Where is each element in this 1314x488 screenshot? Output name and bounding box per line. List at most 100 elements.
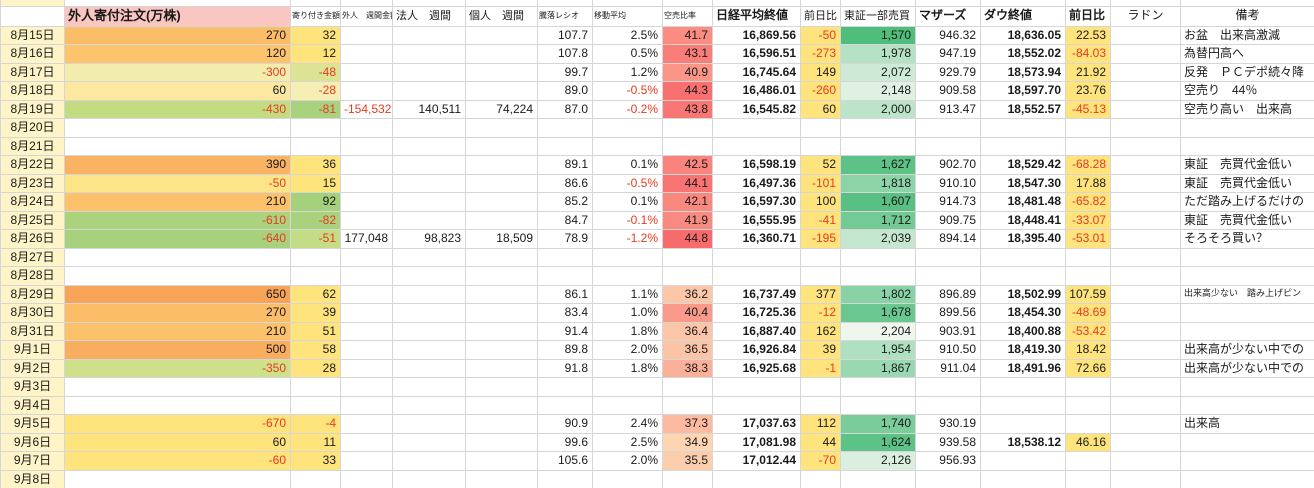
cell-note[interactable]	[1180, 136, 1314, 156]
cell-short[interactable]: 37.3	[662, 414, 713, 434]
col-header-foreign-orders[interactable]: 外人寄付注文(万株)	[64, 5, 291, 27]
cell-dow[interactable]	[980, 414, 1066, 434]
cell-e[interactable]	[392, 192, 466, 212]
cell-short[interactable]	[662, 266, 713, 286]
cell-radon[interactable]	[1110, 136, 1181, 156]
cell-c[interactable]: -81	[290, 99, 341, 119]
cell-nchg[interactable]: 377	[800, 284, 841, 304]
cell-b[interactable]	[64, 395, 291, 415]
cell-ratio[interactable]: 107.7	[537, 25, 593, 45]
cell-note[interactable]: そろそろ買い？	[1180, 229, 1314, 249]
cell-radon[interactable]	[1110, 358, 1181, 378]
cell-note[interactable]	[1180, 118, 1314, 138]
cell-b[interactable]	[64, 136, 291, 156]
cell-c[interactable]: 51	[290, 321, 341, 341]
cell-date[interactable]: 8月24日	[0, 192, 65, 212]
cell-mothers[interactable]: 914.73	[915, 192, 981, 212]
cell-dchg[interactable]: 22.53	[1065, 25, 1111, 45]
cell-d[interactable]	[340, 358, 393, 378]
cell-nikkei[interactable]	[712, 118, 801, 138]
cell-e[interactable]	[392, 44, 466, 64]
cell-tse[interactable]	[840, 118, 916, 138]
cell-ma[interactable]: 2.4%	[592, 414, 663, 434]
cell-c[interactable]: 39	[290, 303, 341, 323]
cell-f[interactable]	[465, 136, 538, 156]
cell-mothers[interactable]: 899.56	[915, 303, 981, 323]
cell-tse[interactable]	[840, 136, 916, 156]
cell-nikkei[interactable]: 16,725.36	[712, 303, 801, 323]
cell-radon[interactable]	[1110, 118, 1181, 138]
cell-c[interactable]: 33	[290, 451, 341, 471]
cell-ratio[interactable]: 91.8	[537, 358, 593, 378]
cell-date[interactable]: 8月30日	[0, 303, 65, 323]
cell-nchg[interactable]: -273	[800, 44, 841, 64]
cell-f[interactable]	[465, 469, 538, 488]
cell-mothers[interactable]: 946.32	[915, 25, 981, 45]
cell-ma[interactable]: -0.5%	[592, 81, 663, 101]
cell-dow[interactable]: 18,547.30	[980, 173, 1066, 193]
cell-f[interactable]	[465, 62, 538, 82]
cell-date[interactable]: 8月21日	[0, 136, 65, 156]
cell-b[interactable]: -50	[64, 173, 291, 193]
cell-nikkei[interactable]	[712, 136, 801, 156]
cell-date[interactable]: 9月3日	[0, 377, 65, 397]
cell-tse[interactable]	[840, 395, 916, 415]
cell-date[interactable]: 8月31日	[0, 321, 65, 341]
cell-b[interactable]	[64, 266, 291, 286]
cell-d[interactable]	[340, 173, 393, 193]
cell-tse[interactable]: 1,607	[840, 192, 916, 212]
cell-nchg[interactable]: 39	[800, 340, 841, 360]
cell-e[interactable]	[392, 321, 466, 341]
cell-nchg[interactable]: -41	[800, 210, 841, 230]
cell-note[interactable]	[1180, 377, 1314, 397]
cell-date[interactable]: 8月25日	[0, 210, 65, 230]
cell-b[interactable]: 60	[64, 81, 291, 101]
cell-tse[interactable]: 1,678	[840, 303, 916, 323]
cell-date[interactable]: 9月4日	[0, 395, 65, 415]
cell-nikkei[interactable]: 16,925.68	[712, 358, 801, 378]
cell-nchg[interactable]	[800, 469, 841, 488]
cell-date[interactable]: 8月16日	[0, 44, 65, 64]
cell-ma[interactable]: 0.1%	[592, 192, 663, 212]
cell-nchg[interactable]: 44	[800, 432, 841, 452]
cell-nchg[interactable]: 60	[800, 99, 841, 119]
cell-radon[interactable]	[1110, 81, 1181, 101]
cell-d[interactable]	[340, 395, 393, 415]
cell-dow[interactable]	[980, 266, 1066, 286]
cell-short[interactable]: 40.9	[662, 62, 713, 82]
cell-dow[interactable]: 18,448.41	[980, 210, 1066, 230]
cell-b[interactable]: 120	[64, 44, 291, 64]
cell-tse[interactable]: 2,204	[840, 321, 916, 341]
cell-b[interactable]: 650	[64, 284, 291, 304]
cell-radon[interactable]	[1110, 303, 1181, 323]
cell-tse[interactable]: 2,000	[840, 99, 916, 119]
cell-dow[interactable]: 18,529.42	[980, 155, 1066, 175]
cell-radon[interactable]	[1110, 395, 1181, 415]
cell-nikkei[interactable]: 16,745.64	[712, 62, 801, 82]
cell-short[interactable]	[662, 469, 713, 488]
cell-short[interactable]: 34.9	[662, 432, 713, 452]
cell-f[interactable]	[465, 192, 538, 212]
cell-dchg[interactable]: -68.28	[1065, 155, 1111, 175]
col-header-nikkei-change[interactable]: 前日比	[800, 5, 841, 27]
cell-ratio[interactable]	[537, 136, 593, 156]
cell-f[interactable]	[465, 358, 538, 378]
cell-d[interactable]	[340, 303, 393, 323]
cell-dchg[interactable]	[1065, 395, 1111, 415]
cell-ma[interactable]: 1.8%	[592, 358, 663, 378]
cell-e[interactable]	[392, 395, 466, 415]
cell-short[interactable]: 44.3	[662, 81, 713, 101]
cell-d[interactable]	[340, 432, 393, 452]
cell-dchg[interactable]: -48.69	[1065, 303, 1111, 323]
cell-e[interactable]	[392, 25, 466, 45]
cell-mothers[interactable]	[915, 136, 981, 156]
cell-f[interactable]	[465, 432, 538, 452]
cell-ma[interactable]	[592, 266, 663, 286]
cell-note[interactable]: 空売り 44％	[1180, 81, 1314, 101]
cell-date[interactable]: 8月17日	[0, 62, 65, 82]
cell-c[interactable]: 36	[290, 155, 341, 175]
cell-nchg[interactable]	[800, 118, 841, 138]
cell-e[interactable]	[392, 451, 466, 471]
cell-tse[interactable]: 1,867	[840, 358, 916, 378]
cell-short[interactable]: 36.4	[662, 321, 713, 341]
